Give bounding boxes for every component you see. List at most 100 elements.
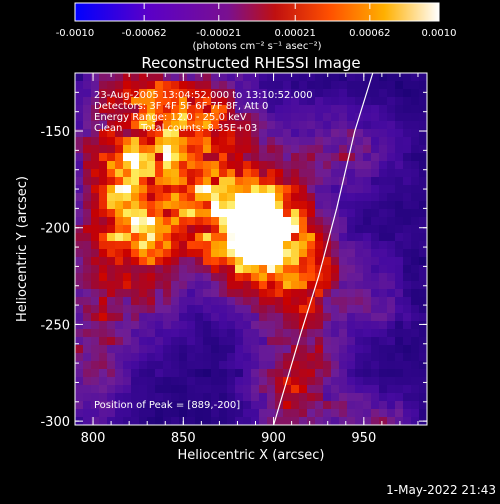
heatmap-cell xyxy=(387,329,396,338)
heatmap-cell xyxy=(99,121,108,130)
heatmap-cell xyxy=(235,361,244,370)
heatmap-cell xyxy=(395,177,404,186)
heatmap-cell xyxy=(299,105,308,114)
heatmap-cell xyxy=(211,337,220,346)
heatmap-cell xyxy=(211,321,220,330)
heatmap-cell xyxy=(115,217,124,226)
heatmap-cell xyxy=(331,73,340,82)
heatmap-cell xyxy=(419,273,427,282)
heatmap-cell xyxy=(163,169,172,178)
heatmap-cell xyxy=(395,313,404,322)
heatmap-cell xyxy=(259,145,268,154)
heatmap-cell xyxy=(75,273,84,282)
heatmap-cell xyxy=(147,73,156,82)
heatmap-cell xyxy=(331,265,340,274)
heatmap-cell xyxy=(91,73,100,82)
heatmap-cell xyxy=(179,257,188,266)
heatmap-cell xyxy=(379,225,388,234)
heatmap-cell xyxy=(307,129,316,138)
heatmap-cell xyxy=(107,169,116,178)
heatmap-cell xyxy=(75,385,84,394)
heatmap-cell xyxy=(83,329,92,338)
heatmap-cell xyxy=(267,169,276,178)
heatmap-cell xyxy=(323,345,332,354)
heatmap-cell xyxy=(371,305,380,314)
heatmap-cell xyxy=(411,73,420,82)
heatmap-cell xyxy=(307,393,316,402)
heatmap-cell xyxy=(307,169,316,178)
heatmap-cell xyxy=(275,353,284,362)
heatmap-cell xyxy=(275,105,284,114)
heatmap-cell xyxy=(371,257,380,266)
heatmap-cell xyxy=(363,361,372,370)
heatmap-cell xyxy=(291,73,300,82)
heatmap-cell xyxy=(203,129,212,138)
heatmap-cell xyxy=(179,361,188,370)
heatmap-cell xyxy=(323,281,332,290)
heatmap-cell xyxy=(323,169,332,178)
heatmap-cell xyxy=(187,409,196,418)
heatmap-cell xyxy=(235,345,244,354)
heatmap-cell xyxy=(275,73,284,82)
heatmap-cell xyxy=(179,265,188,274)
heatmap-cell xyxy=(91,401,100,410)
heatmap-cell xyxy=(403,193,412,202)
heatmap-cell xyxy=(243,393,252,402)
heatmap-cell xyxy=(411,297,420,306)
heatmap-cell xyxy=(259,353,268,362)
heatmap-cell xyxy=(267,73,276,82)
heatmap-cell xyxy=(371,121,380,130)
heatmap-cell xyxy=(283,361,292,370)
heatmap-cell xyxy=(91,89,100,98)
heatmap-cell xyxy=(107,177,116,186)
heatmap-cell xyxy=(115,369,124,378)
heatmap-cell xyxy=(395,81,404,90)
heatmap-cell xyxy=(139,177,148,186)
heatmap-cell xyxy=(331,129,340,138)
heatmap-cell xyxy=(227,321,236,330)
heatmap-cell xyxy=(83,409,92,418)
heatmap-cell xyxy=(339,353,348,362)
heatmap-cell xyxy=(307,337,316,346)
heatmap-cell xyxy=(291,377,300,386)
heatmap-cell xyxy=(211,185,220,194)
heatmap-cell xyxy=(395,401,404,410)
heatmap-cell xyxy=(171,137,180,146)
heatmap-cell xyxy=(339,297,348,306)
heatmap-cell xyxy=(211,313,220,322)
heatmap-cell xyxy=(123,217,132,226)
heatmap-cell xyxy=(211,89,220,98)
heatmap-cell xyxy=(307,401,316,410)
heatmap-cell xyxy=(291,313,300,322)
heatmap-cell xyxy=(227,129,236,138)
heatmap-cell xyxy=(243,273,252,282)
heatmap-cell xyxy=(323,89,332,98)
heatmap-cell xyxy=(99,113,108,122)
heatmap-cell xyxy=(171,209,180,218)
colorbar-ticks: -0.0010 -0.00062 -0.00021 0.00021 0.00062 0.0… xyxy=(56,3,457,39)
heatmap-cell xyxy=(419,225,427,234)
heatmap-cell xyxy=(419,81,427,90)
heatmap-cell xyxy=(179,321,188,330)
heatmap-cell xyxy=(307,201,316,210)
heatmap-cell xyxy=(387,97,396,106)
heatmap-cell xyxy=(299,297,308,306)
heatmap-cell xyxy=(147,97,156,106)
heatmap-cell xyxy=(315,281,324,290)
heatmap-cell xyxy=(275,361,284,370)
heatmap-cell xyxy=(139,409,148,418)
heatmap-cell xyxy=(283,345,292,354)
heatmap-cell xyxy=(211,233,220,242)
heatmap-cell xyxy=(283,321,292,330)
heatmap-cell xyxy=(131,353,140,362)
heatmap-cell xyxy=(347,265,356,274)
heatmap-cell xyxy=(91,249,100,258)
heatmap-cell xyxy=(403,249,412,258)
heatmap-cell xyxy=(259,169,268,178)
heatmap-cell xyxy=(99,105,108,114)
heatmap-cell xyxy=(139,257,148,266)
heatmap-cell xyxy=(123,313,132,322)
heatmap-cell xyxy=(355,209,364,218)
heatmap-cell xyxy=(243,305,252,314)
heatmap-cell xyxy=(331,361,340,370)
